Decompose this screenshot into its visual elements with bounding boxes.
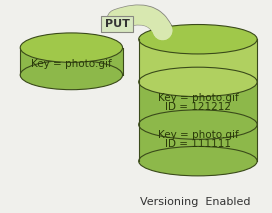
Polygon shape — [139, 39, 257, 161]
Ellipse shape — [20, 33, 123, 62]
Ellipse shape — [20, 60, 123, 90]
Ellipse shape — [139, 67, 257, 97]
Text: Versioning  Enabled: Versioning Enabled — [140, 197, 251, 207]
Text: PUT: PUT — [105, 19, 129, 29]
Text: ID = 121212: ID = 121212 — [165, 102, 231, 112]
FancyBboxPatch shape — [101, 16, 133, 32]
Ellipse shape — [139, 24, 257, 54]
Text: Key = photo.gif: Key = photo.gif — [157, 93, 238, 103]
Text: Key = photo.gif: Key = photo.gif — [31, 59, 112, 69]
Ellipse shape — [139, 110, 257, 139]
Polygon shape — [139, 39, 257, 82]
Polygon shape — [20, 48, 123, 75]
FancyArrowPatch shape — [117, 15, 163, 30]
Text: ID = 111111: ID = 111111 — [165, 139, 231, 149]
FancyArrowPatch shape — [117, 15, 162, 30]
Text: Key = photo.gif: Key = photo.gif — [157, 130, 238, 140]
Ellipse shape — [139, 147, 257, 176]
